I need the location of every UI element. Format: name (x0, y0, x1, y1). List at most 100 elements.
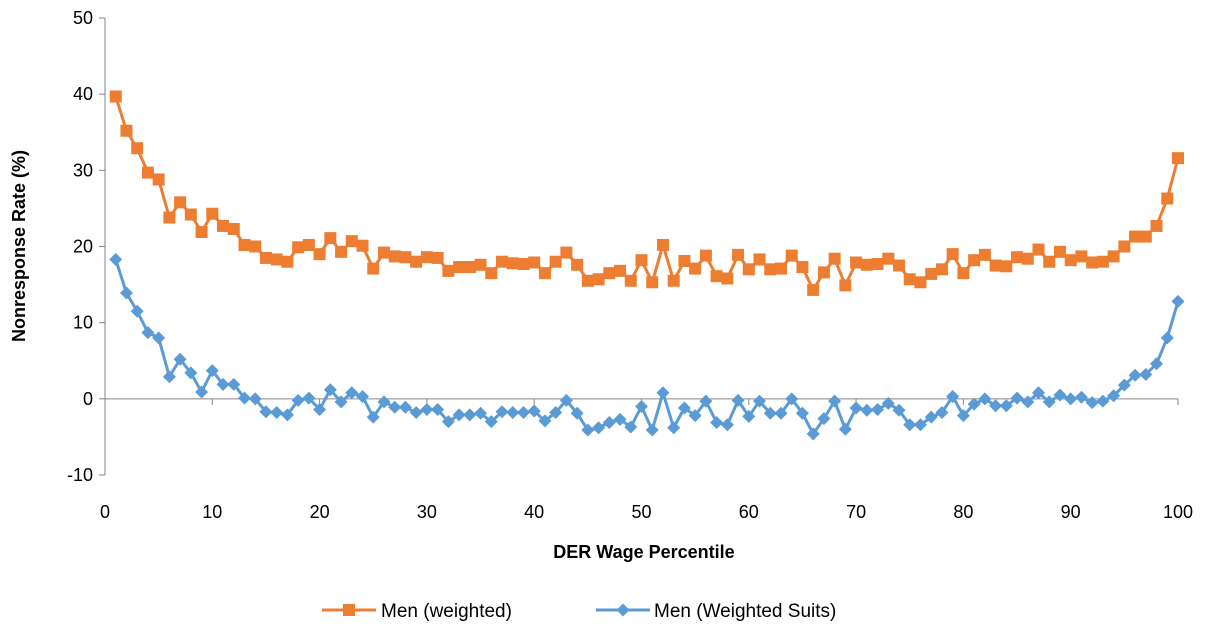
data-point (313, 402, 327, 416)
data-point (710, 415, 724, 429)
data-point (849, 401, 863, 415)
data-point (227, 222, 240, 235)
legend-label: Men (weighted) (381, 601, 512, 622)
data-point (871, 258, 884, 271)
y-tick-label: 20 (73, 237, 93, 257)
data-point (452, 408, 466, 422)
data-point (1021, 395, 1035, 409)
data-point (1139, 230, 1152, 243)
data-point (785, 392, 799, 406)
data-point (280, 408, 294, 422)
data-point (152, 173, 165, 186)
data-point (237, 391, 251, 405)
data-point (646, 276, 659, 289)
data-point (420, 402, 434, 416)
data-point (141, 166, 154, 179)
data-point (850, 256, 863, 269)
data-point (1150, 219, 1163, 232)
data-point (613, 412, 627, 426)
data-point (699, 249, 712, 262)
data-point (677, 401, 691, 415)
data-point (1171, 294, 1185, 308)
data-point (399, 251, 412, 264)
data-point (506, 406, 520, 420)
data-point (656, 238, 669, 251)
y-axis-title: Nonresponse Rate (%) (9, 150, 29, 342)
data-point (388, 400, 402, 414)
data-point (516, 406, 530, 420)
x-tick-label: 80 (953, 502, 973, 522)
data-point (860, 258, 873, 271)
data-point (817, 412, 831, 426)
data-point (903, 273, 916, 286)
data-point (549, 255, 562, 268)
data-point (345, 235, 358, 248)
data-point (796, 261, 809, 274)
data-point (795, 406, 809, 420)
data-point (742, 263, 755, 276)
x-tick-label: 10 (202, 502, 222, 522)
data-point (463, 408, 477, 422)
data-point (474, 258, 487, 271)
data-point (624, 274, 637, 287)
data-point (527, 404, 541, 418)
data-point (195, 226, 208, 239)
data-point (559, 393, 573, 407)
data-point (710, 270, 723, 283)
data-point (860, 403, 874, 417)
data-point (249, 240, 262, 253)
data-point (667, 421, 681, 435)
data-point (817, 266, 830, 279)
y-tick-label: -10 (67, 465, 93, 485)
y-tick-label: 10 (73, 313, 93, 333)
data-point (839, 279, 852, 292)
data-point (807, 283, 820, 296)
y-tick-label: 0 (83, 389, 93, 409)
data-point (828, 252, 841, 265)
data-point (238, 238, 251, 251)
data-point (753, 394, 767, 408)
data-point (678, 254, 691, 267)
data-point (1118, 240, 1131, 253)
data-point (174, 196, 187, 209)
data-point (635, 254, 648, 267)
data-point (1160, 331, 1174, 345)
data-point (645, 423, 659, 437)
data-point (528, 256, 541, 269)
data-point (602, 415, 616, 429)
data-point (914, 276, 927, 289)
data-point (989, 399, 1003, 413)
data-point (570, 406, 584, 420)
data-point (270, 253, 283, 266)
data-point (109, 252, 123, 266)
y-tick-label: 40 (73, 84, 93, 104)
series-men-weighted-suits (109, 252, 1185, 441)
data-point (323, 383, 337, 397)
data-point (1053, 388, 1067, 402)
data-point (313, 248, 326, 261)
data-point (1053, 245, 1066, 258)
data-point (130, 304, 144, 318)
data-point (184, 208, 197, 221)
x-tick-label: 20 (310, 502, 330, 522)
data-point (624, 420, 638, 434)
x-tick-label: 60 (739, 502, 759, 522)
data-point (892, 403, 906, 417)
data-point (571, 258, 584, 271)
data-point (484, 415, 498, 429)
data-point (1064, 392, 1078, 406)
data-point (1139, 367, 1153, 381)
data-point (281, 255, 294, 268)
plot-area (109, 90, 1185, 441)
data-point (967, 397, 981, 411)
data-point (1075, 250, 1088, 263)
data-point (581, 423, 595, 437)
data-point (753, 253, 766, 266)
data-point (431, 251, 444, 264)
data-point (925, 267, 938, 280)
data-point (774, 406, 788, 420)
data-point (720, 418, 734, 432)
data-point (388, 250, 401, 263)
data-point (560, 246, 573, 259)
legend-entry: Men (weighted) (322, 601, 512, 622)
